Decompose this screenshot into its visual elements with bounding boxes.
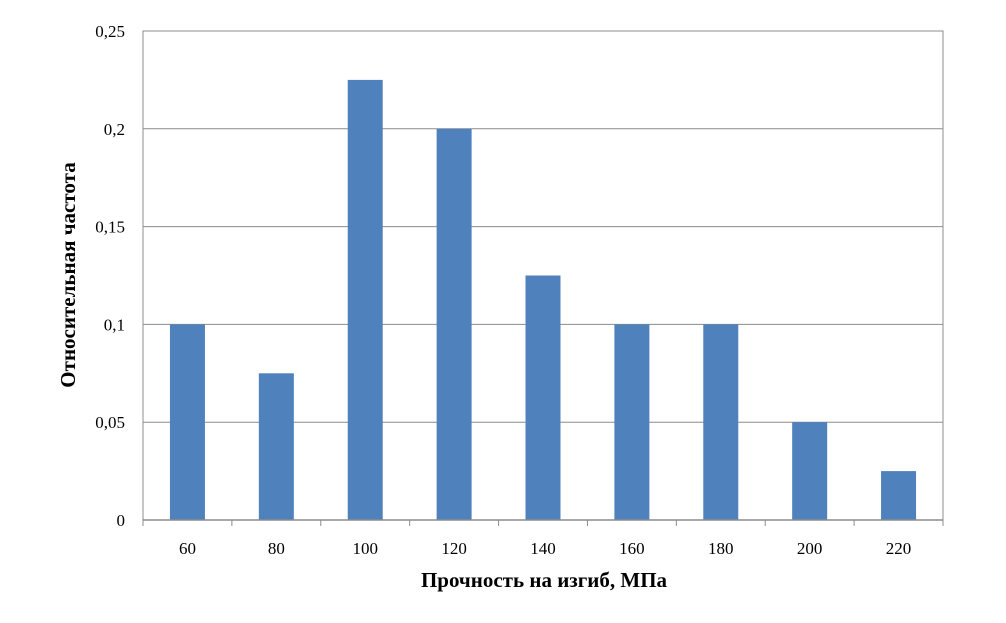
y-axis-title: Относительная частота: [56, 162, 80, 388]
x-tick-label: 80: [268, 539, 285, 558]
x-tick-label: 160: [619, 539, 645, 558]
bar-180: [703, 324, 739, 520]
x-tick-label: 100: [352, 539, 378, 558]
bar-140: [525, 275, 561, 520]
bar-220: [881, 471, 917, 520]
x-tick-label: 120: [441, 539, 467, 558]
x-tick-label: 200: [797, 539, 823, 558]
y-tick-label: 0,25: [95, 22, 125, 41]
x-tick-label: 220: [886, 539, 912, 558]
y-tick-label: 0,15: [95, 218, 125, 237]
x-tick-label: 60: [179, 539, 196, 558]
x-tick-label: 180: [708, 539, 734, 558]
bar-60: [169, 324, 205, 520]
x-axis-tick-labels: 60 80 100 120 140 160 180 200 220: [179, 539, 911, 558]
bar-200: [792, 422, 828, 520]
y-tick-label: 0: [117, 511, 126, 530]
y-tick-label: 0,05: [95, 413, 125, 432]
bar-100: [347, 79, 383, 521]
y-tick-label: 0,1: [104, 315, 125, 334]
bar-160: [614, 324, 650, 520]
x-axis-tick-marks: [142, 520, 944, 526]
y-tick-label: 0,2: [104, 120, 125, 139]
bar-80: [258, 373, 294, 520]
bars: [169, 79, 917, 521]
x-tick-label: 140: [530, 539, 556, 558]
y-axis-tick-labels: 0 0,05 0,1 0,15 0,2 0,25: [95, 22, 125, 530]
x-axis-title: Прочность на изгиб, МПа: [421, 568, 668, 592]
bar-120: [436, 128, 472, 521]
